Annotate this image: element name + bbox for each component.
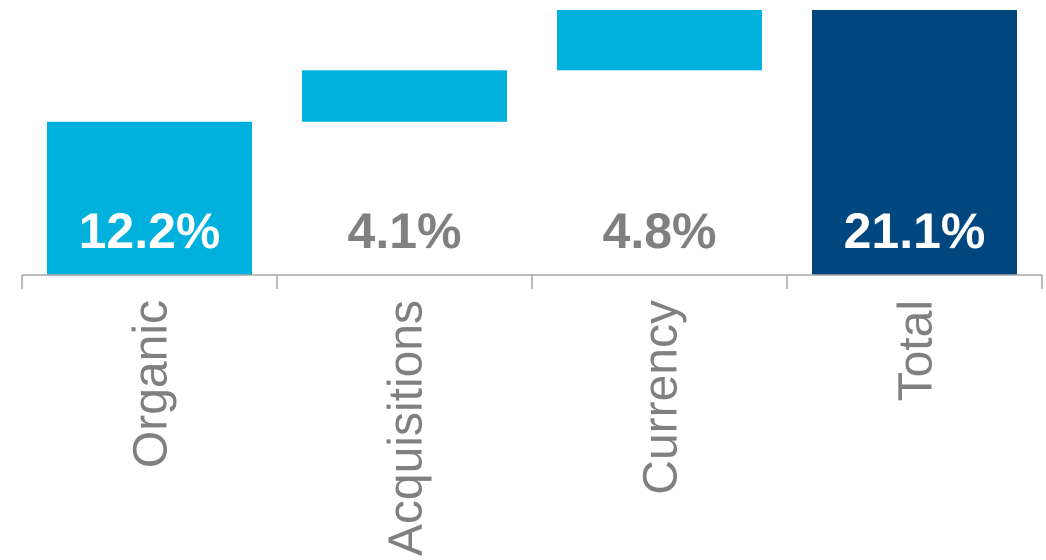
bar-currency (557, 10, 762, 70)
value-label-currency: 4.8% (603, 203, 717, 259)
category-label-total: Total (890, 300, 943, 401)
category-label-organic: Organic (125, 300, 178, 468)
category-label-currency: Currency (635, 300, 688, 495)
value-labels-group: 12.2% 4.1% 4.8% 21.1% (79, 203, 986, 259)
value-label-organic: 12.2% (79, 203, 221, 259)
bar-acquisitions (302, 70, 507, 121)
category-labels-group: Organic Acquisitions Currency Total (125, 300, 943, 556)
category-label-acquisitions: Acquisitions (380, 300, 433, 556)
x-axis (22, 275, 1042, 289)
value-label-total: 21.1% (844, 203, 986, 259)
value-label-acquisitions: 4.1% (348, 203, 462, 259)
